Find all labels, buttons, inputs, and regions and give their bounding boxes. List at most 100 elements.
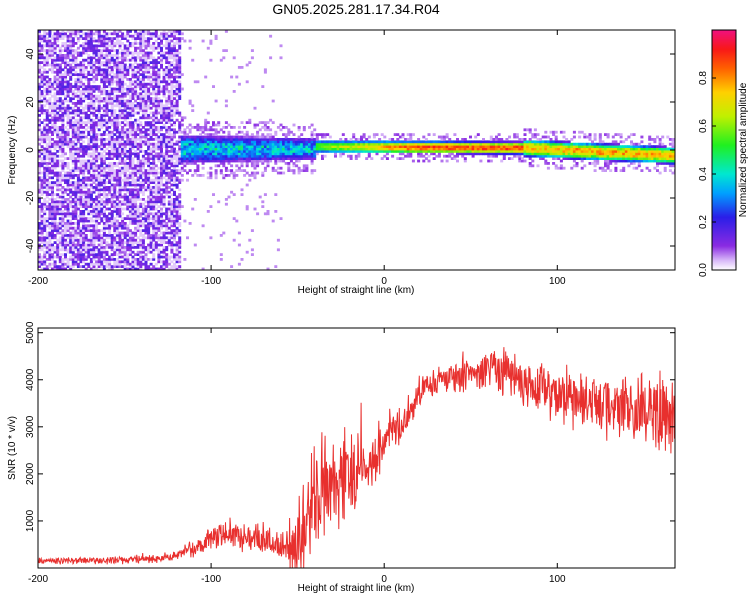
heatmap-cell [261, 147, 265, 151]
heatmap-cell [199, 154, 202, 158]
heatmap-cell [201, 157, 205, 160]
heatmap-cell [152, 90, 156, 93]
heatmap-cell [110, 200, 114, 204]
heatmap-cell [152, 150, 156, 153]
heatmap-cell [102, 44, 106, 48]
heatmap-cell [157, 171, 161, 175]
heatmap-cell [45, 82, 49, 86]
heatmap-cell [64, 248, 67, 252]
heatmap-cell [51, 154, 54, 158]
heatmap-cell [222, 150, 226, 153]
heatmap-cell [115, 70, 119, 74]
heatmap-cell [167, 181, 171, 184]
heatmap-cell [66, 226, 70, 230]
heatmap-cell [209, 126, 213, 129]
heatmap-cell [100, 75, 104, 79]
heatmap-cell [123, 250, 127, 254]
heatmap-cell [115, 82, 119, 86]
heatmap-cell [279, 142, 283, 146]
heatmap-cell [183, 150, 187, 153]
heatmap-cell [121, 78, 125, 81]
heatmap-cell [165, 116, 169, 120]
heatmap-cell [123, 99, 127, 103]
heatmap-cell [64, 114, 67, 117]
heatmap-cell [141, 142, 145, 146]
heatmap-cell [40, 75, 44, 79]
heatmap-cell [170, 102, 174, 105]
heatmap-cell [201, 39, 205, 43]
heatmap-cell [144, 214, 148, 218]
heatmap-cell [188, 123, 192, 127]
heatmap-cell [95, 145, 99, 148]
heatmap-cell [45, 51, 49, 55]
heatmap-cell [69, 238, 73, 242]
heatmap-cell [48, 46, 52, 50]
heatmap-cell [71, 154, 75, 158]
heatmap-cell [170, 104, 174, 108]
heatmap-cell [61, 78, 65, 81]
heatmap-cell [144, 68, 148, 72]
heatmap-cell [69, 85, 73, 88]
heatmap-cell [95, 32, 99, 36]
heatmap-cell [131, 195, 135, 199]
heatmap-cell [154, 217, 158, 220]
heatmap-cell [84, 32, 88, 36]
heatmap-cell [191, 174, 195, 177]
heatmap-cell [123, 171, 127, 175]
heatmap-cell [51, 176, 54, 180]
heatmap-cell [97, 94, 101, 98]
heatmap-cell [79, 169, 83, 172]
heatmap-cell [154, 78, 158, 81]
heatmap-cell [74, 73, 78, 76]
heatmap-cell [183, 258, 187, 261]
heatmap-cell [89, 49, 93, 52]
heatmap-cell [113, 243, 117, 247]
heatmap-cell [126, 138, 130, 141]
heatmap-cell [43, 37, 47, 40]
heatmap-cell [71, 181, 75, 184]
heatmap-cell [180, 32, 184, 36]
heatmap-cell [76, 248, 80, 252]
heatmap-cell [243, 157, 247, 160]
heatmap-cell [178, 39, 182, 43]
heatmap-cell [97, 205, 101, 208]
heatmap-cell [53, 126, 57, 129]
heatmap-cell [79, 188, 83, 192]
heatmap-cell [136, 138, 140, 141]
heatmap-cell [191, 142, 195, 146]
heatmap-cell [115, 87, 119, 91]
heatmap-cell [300, 142, 304, 146]
heatmap-cell [271, 152, 275, 156]
heatmap-cell [154, 90, 158, 93]
heatmap-cell [144, 39, 148, 43]
heatmap-cell [118, 44, 122, 48]
heatmap-cell [92, 212, 96, 216]
heatmap-cell [136, 265, 140, 268]
heatmap-cell [64, 164, 67, 168]
heatmap-cell [53, 255, 57, 259]
heatmap-cell [89, 34, 93, 38]
heatmap-cell [175, 217, 179, 220]
heatmap-cell [89, 123, 93, 127]
heatmap-cell [274, 157, 278, 160]
heatmap-cell [79, 73, 83, 76]
heatmap-cell [121, 147, 125, 151]
heatmap-cell [79, 99, 83, 103]
heatmap-cell [118, 121, 122, 124]
heatmap-cell [282, 147, 286, 151]
heatmap-cell [61, 248, 65, 252]
heatmap-cell [115, 231, 119, 235]
heatmap-cell [128, 171, 132, 175]
heatmap-cell [74, 157, 78, 160]
heatmap-cell [126, 34, 130, 38]
heatmap-cell [160, 128, 163, 132]
heatmap-cell [58, 154, 62, 158]
heatmap-cell [53, 61, 57, 64]
heatmap-cell [84, 205, 88, 208]
heatmap-cell [118, 140, 122, 144]
heatmap-cell [121, 231, 125, 235]
heatmap-cell [152, 42, 156, 45]
heatmap-cell [58, 178, 62, 182]
heatmap-cell [136, 32, 140, 36]
heatmap-cell [152, 145, 156, 148]
